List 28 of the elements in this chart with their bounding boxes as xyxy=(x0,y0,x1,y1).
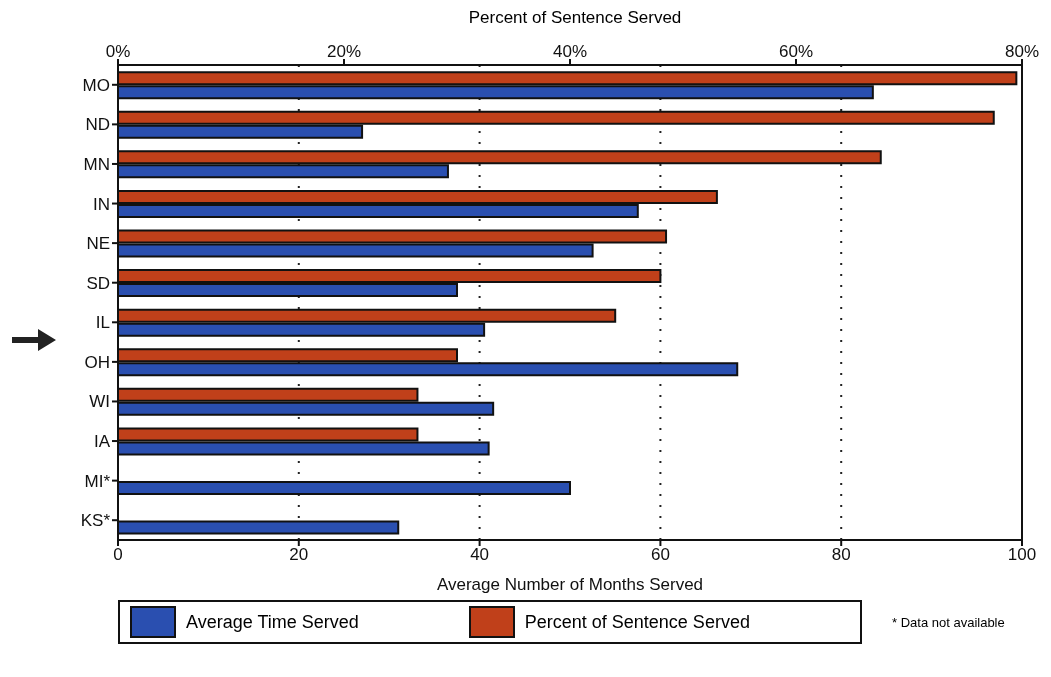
x-tick-label: 100 xyxy=(1007,545,1037,565)
x-tick-label: 40 xyxy=(470,545,490,565)
x-tick-label: 60 xyxy=(650,545,670,565)
y-tick-label: WI xyxy=(89,392,110,412)
x-axis-title: Average Number of Months Served xyxy=(436,575,704,594)
x-tick-label: 20 xyxy=(289,545,309,565)
y-tick-label: MO xyxy=(82,75,110,95)
y-tick-label: IL xyxy=(95,313,110,333)
y-tick-label: SD xyxy=(86,273,110,293)
y-tick-label: NE xyxy=(86,234,110,254)
legend-label: Average Time Served xyxy=(186,611,359,633)
x-tick-label: 80 xyxy=(831,545,851,565)
y-tick-label: MN xyxy=(83,154,110,174)
x-tick-label: 0 xyxy=(113,545,123,565)
x2-tick-label: 80% xyxy=(1004,42,1040,61)
y-tick-label: IA xyxy=(93,432,111,452)
x2-axis-title: Percent of Sentence Served xyxy=(467,8,683,29)
y-tick-label: KS* xyxy=(80,511,111,531)
y-tick-label: IN xyxy=(93,194,110,214)
legend-label: Percent of Sentence Served xyxy=(524,611,750,633)
x2-tick-label: 40% xyxy=(552,42,588,61)
text: * Data not available xyxy=(892,614,1005,630)
y-tick-label: ND xyxy=(85,115,110,135)
x2-tick-label: 20% xyxy=(326,42,362,61)
x2-tick-label: 0% xyxy=(105,42,131,61)
x2-tick-label: 60% xyxy=(778,42,814,61)
y-tick-label: OH xyxy=(84,352,110,372)
y-tick-label: MI* xyxy=(84,471,111,491)
